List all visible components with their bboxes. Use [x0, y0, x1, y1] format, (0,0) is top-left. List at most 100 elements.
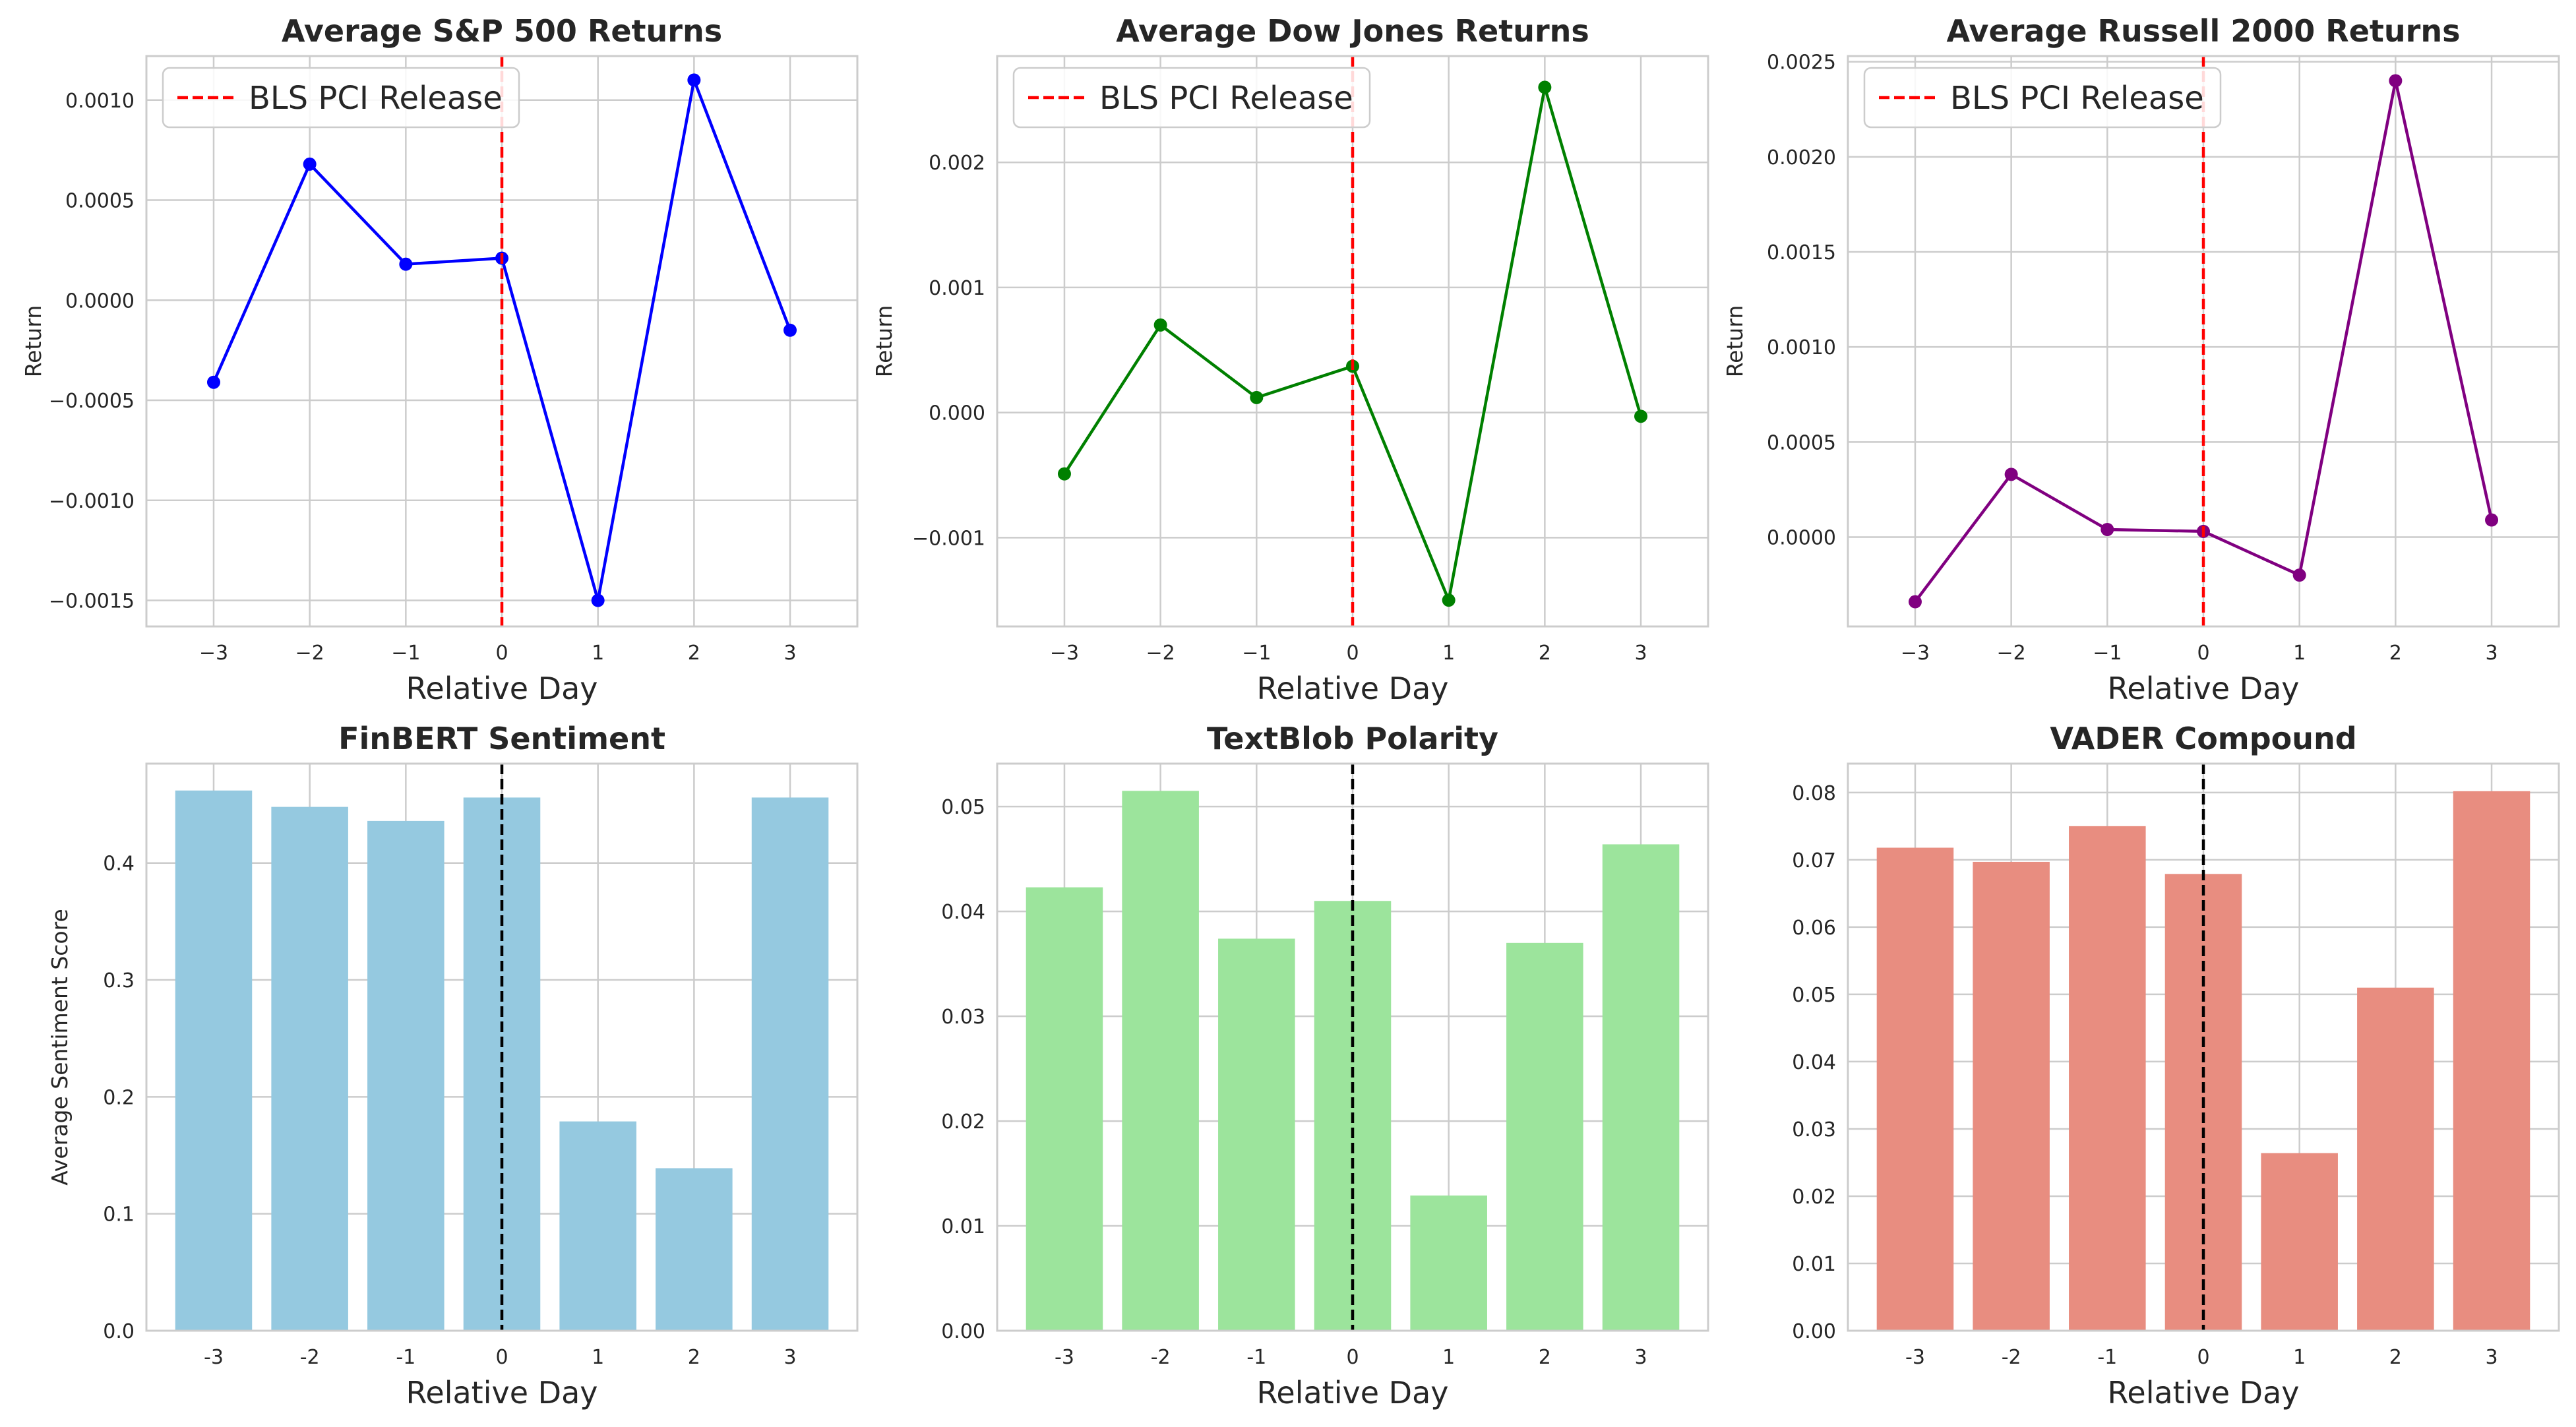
x-tick-label: 2 [688, 1346, 700, 1369]
y-tick-label: 0.04 [941, 901, 985, 924]
y-tick-label: 0.0025 [1767, 51, 1836, 75]
x-tick-label: 1 [2293, 1346, 2306, 1369]
y-tick-label: 0.01 [1792, 1253, 1836, 1276]
data-point [2485, 513, 2499, 527]
bar [1602, 844, 1680, 1331]
x-tick-label: 1 [1442, 1346, 1455, 1369]
y-tick-label: 0.0000 [1767, 526, 1836, 549]
data-point [1538, 80, 1552, 94]
x-tick-label: -1 [396, 1346, 415, 1369]
bar [2357, 987, 2434, 1331]
y-tick-label: 0.4 [103, 853, 135, 876]
data-point [2389, 74, 2403, 88]
x-tick-label: 1 [592, 1346, 604, 1369]
y-tick-label: 0.05 [941, 796, 985, 819]
bar [1122, 791, 1199, 1331]
bar [1876, 847, 1954, 1331]
x-tick-label: -3 [204, 1346, 224, 1369]
bar [2069, 826, 2146, 1331]
x-tick-label: −1 [1242, 642, 1271, 665]
y-tick-label: 0.0010 [65, 90, 135, 113]
y-tick-label: 0.00 [941, 1320, 985, 1343]
y-tick-label: 0.000 [929, 402, 985, 425]
bar [656, 1168, 733, 1331]
data-point [206, 375, 220, 389]
bar [1218, 938, 1295, 1331]
y-tick-label: 0.2 [103, 1086, 135, 1109]
x-tick-label: 2 [1539, 1346, 1551, 1369]
legend-label: BLS PCI Release [1099, 80, 1353, 117]
bar [751, 797, 829, 1331]
y-tick-label: 0.0015 [1767, 241, 1836, 264]
chart-title: TextBlob Polarity [1207, 721, 1498, 756]
x-tick-label: 2 [688, 642, 700, 665]
y-tick-label: 0.0010 [1767, 336, 1836, 359]
x-tick-label: -2 [300, 1346, 320, 1369]
x-tick-label: −1 [2093, 642, 2122, 665]
x-tick-label: −3 [1050, 642, 1079, 665]
x-tick-label: -2 [1151, 1346, 1171, 1369]
chart-panel-3: −3 −2 −1 0 1 2 3 0.0000 0.0005 0.0010 0.0015 0.0020… [1722, 13, 2560, 706]
x-tick-label: -3 [1055, 1346, 1074, 1369]
bar [1506, 942, 1583, 1331]
chart-panel-2: −3 −2 −1 0 1 2 3 −0.001 0.000 0.001 0.002 Average D… [871, 13, 1709, 706]
data-point [1442, 593, 1456, 607]
bar [367, 820, 445, 1331]
chart-title: VADER Compound [2050, 721, 2356, 756]
legend-box [162, 67, 520, 129]
y-tick-label: 0.0020 [1767, 146, 1836, 169]
y-tick-label: −0.0010 [49, 490, 135, 513]
legend-box [1012, 67, 1371, 129]
x-tick-label: 3 [783, 642, 796, 665]
x-axis-label: Relative Day [406, 1375, 598, 1411]
bar [1410, 1195, 1487, 1331]
y-tick-label: −0.001 [912, 527, 985, 550]
x-axis-label: Relative Day [1257, 671, 1449, 706]
data-point [399, 257, 413, 271]
plot-frame [996, 55, 1709, 628]
y-tick-label: 0.04 [1792, 1051, 1836, 1074]
x-tick-label: −2 [1997, 642, 2026, 665]
x-tick-label: -1 [1246, 1346, 1266, 1369]
y-axis-label: Return [871, 305, 897, 378]
x-tick-label: 0 [1346, 642, 1359, 665]
x-tick-label: 3 [2485, 1346, 2498, 1369]
chart-title: FinBERT Sentiment [338, 721, 665, 756]
legend-label: BLS PCI Release [1950, 80, 2204, 117]
y-tick-label: 0.03 [941, 1006, 985, 1029]
x-tick-label: 0 [495, 1346, 508, 1369]
x-tick-label: −3 [199, 642, 228, 665]
x-tick-label: -2 [2002, 1346, 2021, 1369]
y-axis-label: Return [20, 305, 46, 378]
y-tick-label: 0.08 [1792, 782, 1836, 805]
x-tick-label: -1 [2097, 1346, 2117, 1369]
y-tick-label: 0.0000 [65, 289, 135, 313]
chart-title: Average Dow Jones Returns [1116, 13, 1589, 49]
y-tick-label: 0.03 [1792, 1118, 1836, 1141]
y-tick-label: 0.02 [941, 1110, 985, 1134]
y-tick-label: 0.00 [1792, 1320, 1836, 1343]
data-point [687, 73, 701, 87]
x-tick-label: 0 [2197, 1346, 2209, 1369]
x-tick-label: −2 [1146, 642, 1175, 665]
data-point [591, 593, 605, 607]
data-point [2292, 568, 2306, 582]
bar [1026, 887, 1103, 1331]
bar [175, 790, 253, 1331]
plot-frame [1847, 55, 2560, 628]
x-tick-label: 1 [2293, 642, 2306, 665]
y-tick-label: 0.0005 [1767, 431, 1836, 454]
chart-title: Average S&P 500 Returns [282, 13, 722, 49]
x-tick-label: 3 [1634, 1346, 1647, 1369]
x-tick-label: 0 [2197, 642, 2209, 665]
x-tick-label: −3 [1901, 642, 1930, 665]
x-tick-label: 1 [592, 642, 604, 665]
y-tick-label: 0.01 [941, 1215, 985, 1238]
data-point [1250, 390, 1264, 404]
bar [559, 1121, 636, 1331]
y-tick-label: 0.1 [103, 1203, 135, 1227]
bar [1973, 861, 2050, 1331]
y-tick-label: 0.02 [1792, 1186, 1836, 1209]
y-tick-label: 0.3 [103, 969, 135, 992]
